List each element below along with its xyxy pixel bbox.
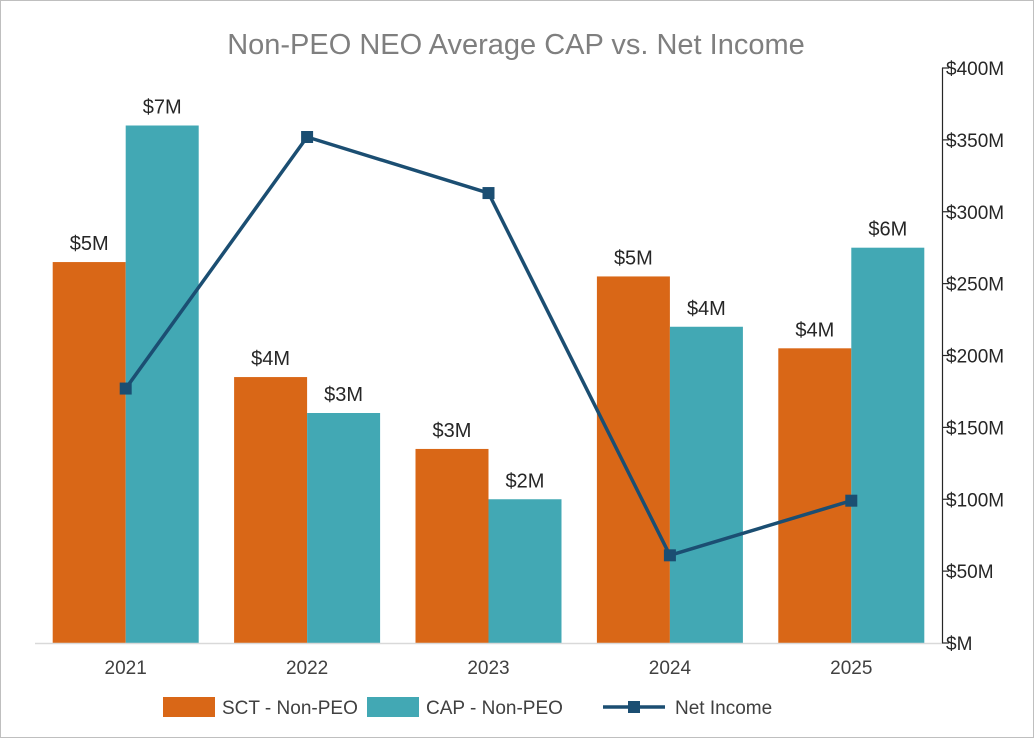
data-label-cap-non-peo-2022: $3M (324, 384, 363, 406)
data-label-sct-non-peo-2025: $4M (795, 319, 834, 341)
legend-label-sct-non-peo: SCT - Non-PEO (222, 698, 358, 719)
data-label-cap-non-peo-2023: $2M (506, 470, 545, 492)
bar-sct-non-peo-2023 (415, 448, 489, 643)
legend-label-net-income: Net Income (675, 698, 772, 719)
data-label-sct-non-peo-2024: $5M (614, 247, 653, 269)
legend: SCT - Non-PEO CAP - Non-PEO Net Income (163, 697, 772, 719)
right-y-tick-label-300: $300M (946, 203, 1004, 224)
x-tick-label-2023: 2023 (467, 658, 509, 679)
legend-label-cap-non-peo: CAP - Non-PEO (426, 698, 563, 719)
data-label-cap-non-peo-2021: $7M (143, 97, 182, 119)
right-y-tick-label-150: $150M (946, 418, 1004, 439)
data-label-sct-non-peo-2022: $4M (251, 348, 290, 370)
right-y-tick-label-250: $250M (946, 275, 1004, 296)
line-layer (119, 131, 858, 562)
data-label-sct-non-peo-2023: $3M (433, 420, 472, 442)
right-y-tick-label-50: $50M (946, 562, 994, 583)
data-label-sct-non-peo-2021: $5M (70, 233, 109, 255)
right-y-tick-label-400: $400M (946, 59, 1004, 80)
axes-layer: 2021 2022 2023 2024 2025 $M $50M $100M $150M $200… (35, 59, 1004, 679)
right-y-tick-label-200: $200M (946, 347, 1004, 368)
bar-sct-non-peo-2022 (234, 377, 308, 643)
x-tick-label-2025: 2025 (830, 658, 872, 679)
bar-cap-non-peo-2023 (488, 499, 562, 643)
data-label-cap-non-peo-2025: $6M (868, 219, 907, 241)
data-label-cap-non-peo-2024: $4M (687, 298, 726, 320)
x-tick-label-2021: 2021 (105, 658, 147, 679)
legend-marker-net-income (628, 701, 640, 713)
line-marker-2024 (663, 549, 676, 562)
bar-sct-non-peo-2021 (52, 262, 126, 643)
x-tick-label-2024: 2024 (649, 658, 692, 679)
bar-cap-non-peo-2021 (125, 125, 199, 643)
right-y-tick-label-0: $M (946, 634, 972, 655)
x-tick-label-2022: 2022 (286, 658, 328, 679)
line-marker-2023 (482, 187, 495, 200)
right-y-tick-label-350: $350M (946, 131, 1004, 152)
legend-swatch-sct-non-peo (163, 697, 215, 717)
legend-swatch-cap-non-peo (367, 697, 419, 717)
bar-cap-non-peo-2024 (669, 326, 743, 643)
bars-layer (52, 125, 925, 643)
bar-labels-layer: $5M $7M $4M $3M $3M $2M $5M $4M $4M $6M (70, 97, 908, 493)
bar-sct-non-peo-2024 (596, 276, 670, 643)
line-marker-2022 (301, 131, 314, 143)
bar-sct-non-peo-2025 (778, 348, 852, 643)
line-marker-2025 (845, 494, 858, 507)
line-marker-2021 (119, 382, 132, 395)
bar-cap-non-peo-2022 (307, 413, 381, 643)
chart-title: Non-PEO NEO Average CAP vs. Net Income (227, 29, 805, 61)
right-y-tick-label-100: $100M (946, 490, 1004, 511)
bar-cap-non-peo-2025 (851, 247, 925, 643)
